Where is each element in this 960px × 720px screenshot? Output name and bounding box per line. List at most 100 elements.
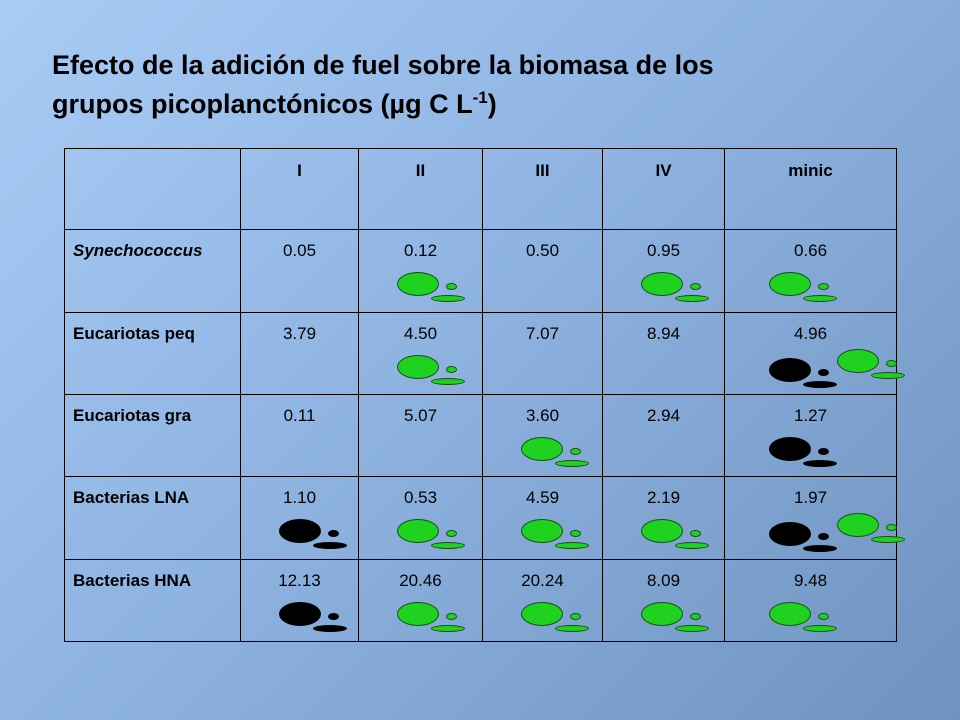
green-cell-bar-icon — [431, 542, 465, 550]
value-cell: 0.05 — [240, 229, 359, 313]
column-header: IV — [602, 147, 725, 231]
green-cell-cluster-icon — [641, 272, 709, 304]
green-cell-dot-icon — [818, 283, 829, 291]
value-cell: 0.95 — [602, 229, 725, 313]
green-cell-cluster-icon — [397, 272, 465, 304]
table-row: Bacterias LNA 1.10 0.53 4.59 2.19 1.97 — [64, 476, 905, 560]
title-line-2-end: ) — [487, 89, 497, 119]
value-cell: 20.24 — [482, 558, 603, 643]
green-cell-big-icon — [397, 601, 439, 626]
green-cell-bar-icon — [871, 536, 905, 544]
green-cell-big-icon — [641, 601, 683, 626]
value-cell: 4.96 — [724, 311, 905, 395]
green-cell-cluster-icon — [521, 519, 589, 551]
green-cell-bar-icon — [431, 624, 465, 632]
green-cell-big-icon — [521, 601, 563, 626]
green-cell-big-icon — [521, 519, 563, 544]
value-cell: 1.97 — [724, 476, 905, 560]
black-cell-cluster-icon — [279, 519, 347, 551]
black-cell-dot-icon — [328, 530, 339, 538]
green-cell-dot-icon — [446, 365, 457, 373]
green-cell-cluster-icon — [397, 519, 465, 551]
value-cell: 1.10 — [240, 476, 359, 560]
black-cell-big-icon — [769, 522, 811, 547]
black-cell-dot-icon — [818, 368, 829, 376]
green-cell-bar-icon — [431, 295, 465, 303]
green-cell-bar-icon — [555, 542, 589, 550]
column-header: III — [482, 147, 603, 231]
green-cell-cluster-icon — [769, 272, 837, 304]
value-cell: 0.50 — [482, 229, 603, 313]
green-cell-bar-icon — [803, 624, 837, 632]
black-cell-bar-icon — [803, 380, 837, 388]
row-label: Eucariotas gra — [64, 393, 241, 478]
green-cell-bar-icon — [431, 377, 465, 385]
title-superscript: -1 — [472, 88, 488, 107]
green-cell-dot-icon — [690, 530, 701, 538]
row-label: Synechococcus — [64, 229, 241, 313]
column-header: II — [358, 147, 483, 231]
value-cell: 5.07 — [358, 393, 483, 478]
green-cell-dot-icon — [446, 612, 457, 620]
value-cell: 3.79 — [240, 311, 359, 395]
black-cell-bar-icon — [803, 459, 837, 467]
green-cell-big-icon — [641, 272, 683, 297]
green-cell-cluster-icon — [641, 519, 709, 551]
value-cell: 4.50 — [358, 311, 483, 395]
green-cell-bar-icon — [871, 371, 905, 379]
value-cell: 8.09 — [602, 558, 725, 643]
green-cell-dot-icon — [570, 447, 581, 455]
green-cell-bar-icon — [555, 624, 589, 632]
value-cell: 20.46 — [358, 558, 483, 643]
table-row: Bacterias HNA 12.13 20.46 20.24 8.09 9.4… — [64, 558, 897, 643]
column-header: I — [240, 147, 359, 231]
black-cell-cluster-icon — [769, 522, 837, 554]
green-cell-big-icon — [397, 519, 439, 544]
value-cell: 2.19 — [602, 476, 725, 560]
row-label: Bacterias LNA — [64, 476, 241, 560]
green-cell-cluster-icon — [769, 601, 837, 634]
table-row: Synechococcus 0.05 0.12 0.50 0.95 0.66 — [64, 229, 897, 313]
black-cell-dot-icon — [818, 533, 829, 541]
black-cell-big-icon — [279, 519, 321, 544]
biomass-table: I II III IV minic Synechococcus 0.05 0.1… — [64, 147, 905, 643]
black-cell-cluster-icon — [769, 436, 837, 469]
black-cell-big-icon — [769, 357, 811, 382]
green-cell-dot-icon — [446, 530, 457, 538]
green-cell-cluster-icon — [521, 601, 589, 634]
green-cell-bar-icon — [555, 459, 589, 467]
green-cell-big-icon — [397, 354, 439, 379]
black-cell-big-icon — [279, 601, 321, 626]
green-cell-cluster-icon — [397, 354, 465, 387]
black-cell-dot-icon — [818, 447, 829, 455]
value-cell: 1.27 — [724, 393, 897, 478]
table-header-row: I II III IV minic — [64, 147, 897, 231]
value-cell: 4.59 — [482, 476, 603, 560]
green-cell-dot-icon — [818, 612, 829, 620]
black-cell-bar-icon — [313, 624, 347, 632]
green-cell-big-icon — [837, 348, 879, 373]
green-cell-big-icon — [837, 513, 879, 538]
black-cell-bar-icon — [803, 545, 837, 553]
black-cell-cluster-icon — [769, 357, 837, 390]
green-cell-big-icon — [769, 601, 811, 626]
black-cell-cluster-icon — [279, 601, 347, 634]
green-cell-dot-icon — [570, 530, 581, 538]
green-cell-big-icon — [397, 272, 439, 297]
value-cell: 8.94 — [602, 311, 725, 395]
green-cell-dot-icon — [886, 359, 897, 367]
green-cell-big-icon — [641, 519, 683, 544]
column-header: minic — [724, 147, 897, 231]
green-cell-dot-icon — [446, 283, 457, 291]
green-cell-cluster-icon — [641, 601, 709, 634]
green-cell-cluster-icon — [837, 513, 905, 545]
green-cell-big-icon — [769, 272, 811, 297]
value-cell: 0.53 — [358, 476, 483, 560]
green-cell-cluster-icon — [521, 436, 589, 469]
green-cell-big-icon — [521, 436, 563, 461]
table-row: Eucariotas peq 3.79 4.50 7.07 8.94 4.96 — [64, 311, 905, 395]
green-cell-dot-icon — [570, 612, 581, 620]
slide-title: Efecto de la adición de fuel sobre la bi… — [52, 46, 912, 124]
title-line-2: grupos picoplanctónicos (µg C L — [52, 89, 473, 119]
black-cell-bar-icon — [313, 542, 347, 550]
